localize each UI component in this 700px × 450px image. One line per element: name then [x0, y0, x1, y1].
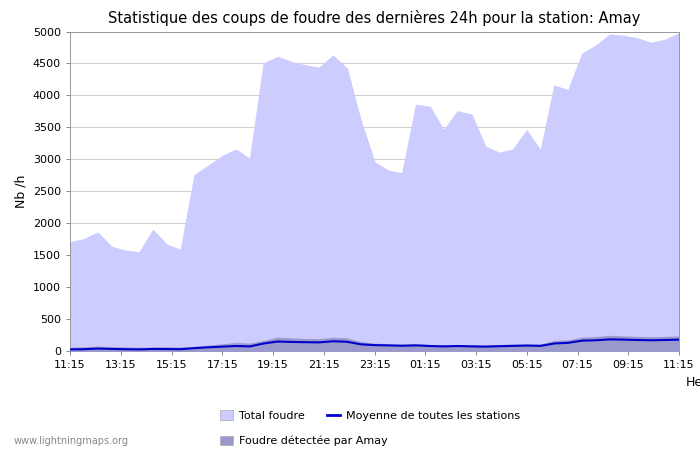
Legend: Foudre détectée par Amay: Foudre détectée par Amay [216, 432, 392, 450]
Title: Statistique des coups de foudre des dernières 24h pour la station: Amay: Statistique des coups de foudre des dern… [108, 10, 640, 26]
Text: www.lightningmaps.org: www.lightningmaps.org [14, 436, 129, 446]
Text: Heure: Heure [686, 376, 700, 389]
Y-axis label: Nb /h: Nb /h [14, 175, 27, 208]
